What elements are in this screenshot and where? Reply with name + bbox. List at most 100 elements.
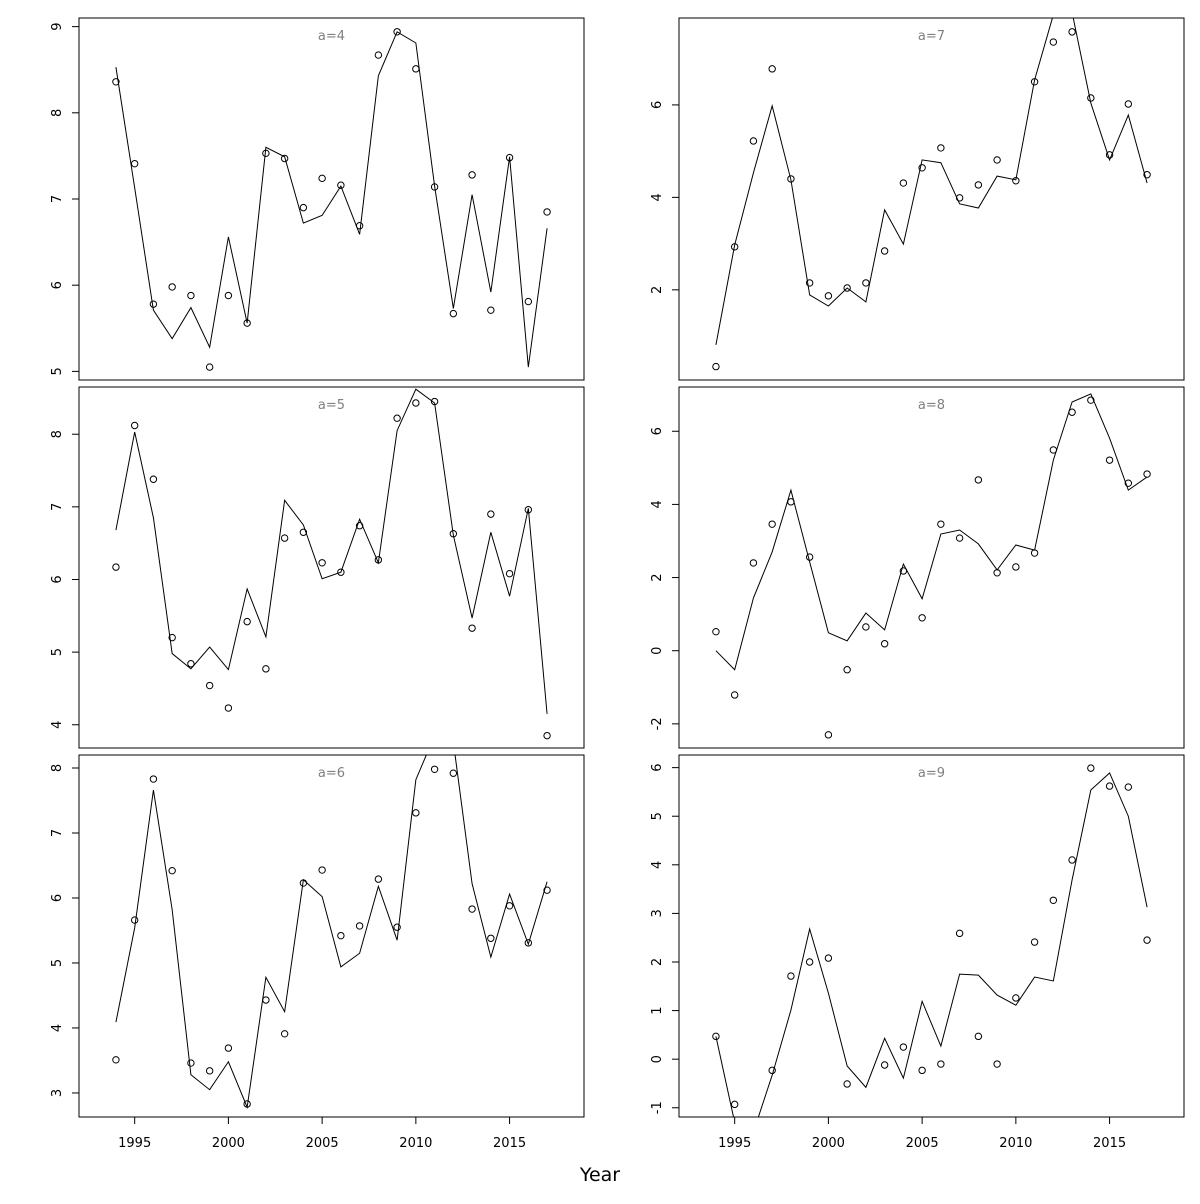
data-point [224,291,233,300]
data-point [524,297,533,306]
y-tick-label: 6 [50,281,65,289]
data-point [918,164,926,172]
data-point [299,528,308,536]
data-point [824,731,833,739]
data-point [430,765,439,773]
y-tick-label: 1 [650,1006,665,1014]
data-point [993,156,1001,164]
y-tick-label: 5 [50,648,65,656]
data-point [187,660,195,668]
y-tick-label: 0 [650,1055,665,1063]
x-tick-label: 2015 [1093,1136,1126,1151]
data-point [824,292,833,300]
data-point [187,291,195,300]
data-point [337,931,345,940]
fit-line [115,388,548,714]
y-tick-label: 7 [50,195,65,203]
data-point [843,1080,851,1088]
data-point [974,181,983,189]
data-point [130,159,139,168]
data-point [974,476,983,484]
panel-title: a=8 [918,398,945,413]
x-tick-label: 1995 [118,1136,151,1151]
data-point [243,617,251,626]
data-point [168,633,176,642]
data-point [374,875,383,883]
data-point [1124,479,1133,487]
y-tick-label: 6 [650,101,665,109]
y-tick-label: 3 [50,1089,65,1097]
data-point [149,775,158,783]
data-point [393,923,401,931]
panel-title: a=5 [318,398,345,413]
y-tick-label: 2 [650,286,665,294]
data-layer [712,393,1151,739]
y-tick-label: 0 [650,647,665,655]
data-point [880,1061,889,1069]
data-point [468,624,476,632]
y-tick-label: 6 [650,427,665,435]
data-point [130,421,139,430]
y-tick-label: 5 [50,367,65,375]
data-point [1143,171,1151,179]
data-layer [712,764,1151,1117]
data-point [787,972,795,980]
y-tick-label: 8 [50,430,65,438]
data-point [262,665,270,673]
plot-frame [678,754,1185,1118]
data-point [205,1067,214,1075]
data-point [805,279,814,287]
fit-line [715,772,1148,1117]
x-tick-label: 2010 [999,1136,1032,1151]
plot-frame [78,754,585,1118]
data-point [487,306,495,314]
data-point [730,691,739,699]
data-point [393,414,401,422]
data-point [862,279,870,287]
y-tick-label: 2 [650,958,665,966]
y-tick-label: 9 [50,22,65,30]
y-tick-label: 4 [650,193,665,201]
y-tick-label: 4 [50,1024,65,1032]
data-point [468,905,476,913]
y-tick-label: 4 [650,500,665,508]
y-tick-label: 5 [50,959,65,967]
x-tick-label: 2010 [399,1136,432,1151]
data-point [824,954,833,962]
data-point [337,568,345,576]
data-point [205,363,214,371]
data-point [880,640,889,648]
data-point [1105,782,1114,790]
data-point [1105,456,1114,464]
panel: a=8 -2 0 2 4 6 [650,386,1185,749]
x-tick-label: 2005 [906,1136,939,1151]
x-axis-label: Year [579,1164,620,1186]
panel-title: a=7 [918,29,945,44]
y-tick-label: 6 [50,894,65,902]
panel-title: a=9 [918,766,945,781]
data-point [168,283,176,291]
data-point [1012,563,1020,571]
data-point [318,174,326,183]
data-point [918,1066,926,1075]
data-point [805,958,814,966]
data-point [299,203,308,212]
panel: a=4 5 6 7 8 9 [50,17,585,381]
data-layer [112,388,551,740]
data-point [768,65,776,73]
fit-line [115,31,548,368]
data-point [468,171,476,179]
data-point [130,916,139,924]
data-point [974,1032,983,1041]
panel: a=5 4 5 6 7 8 [50,386,585,749]
data-point [1068,856,1076,864]
fit-line [715,18,1148,345]
data-point [224,704,233,712]
data-point [1049,38,1058,46]
data-point [1143,936,1151,944]
y-tick-label: 6 [650,763,665,771]
data-point [412,399,420,407]
data-point [187,1059,195,1067]
data-point [937,520,945,528]
